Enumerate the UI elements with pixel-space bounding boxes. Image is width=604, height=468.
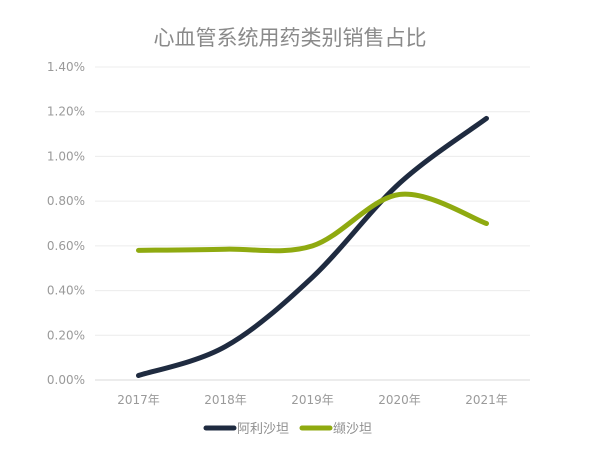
- series-line-2: [136, 191, 489, 254]
- legend: 阿利沙坦 缬沙坦: [203, 422, 372, 437]
- y-tick-label: 0.40%: [47, 284, 85, 298]
- y-tick-label: 0.00%: [47, 373, 85, 387]
- y-tick-label: 1.20%: [47, 105, 85, 119]
- legend-label: 阿利沙坦: [237, 422, 289, 437]
- chart-title: 心血管系统用药类别销售占比: [154, 26, 427, 50]
- gridlines: [95, 66, 530, 381]
- series-line-1: [136, 115, 489, 379]
- x-tick-label: 2019年: [291, 393, 334, 407]
- x-axis: 2017年 2018年 2019年 2020年 2021年: [117, 393, 508, 407]
- x-tick-label: 2018年: [204, 393, 247, 407]
- y-axis: 0.00% 0.20% 0.40% 0.60% 0.80% 1.00% 1.20% 1.40%: [47, 60, 85, 387]
- y-tick-label: 1.40%: [47, 60, 85, 74]
- series-lines: [136, 115, 489, 379]
- y-tick-label: 0.60%: [47, 239, 85, 253]
- legend-label: 缬沙坦: [333, 422, 372, 437]
- y-tick-label: 0.20%: [47, 328, 85, 342]
- y-tick-label: 1.00%: [47, 149, 85, 163]
- y-tick-label: 0.80%: [47, 194, 85, 208]
- x-tick-label: 2017年: [117, 393, 160, 407]
- x-tick-label: 2021年: [465, 393, 508, 407]
- x-tick-label: 2020年: [378, 393, 421, 407]
